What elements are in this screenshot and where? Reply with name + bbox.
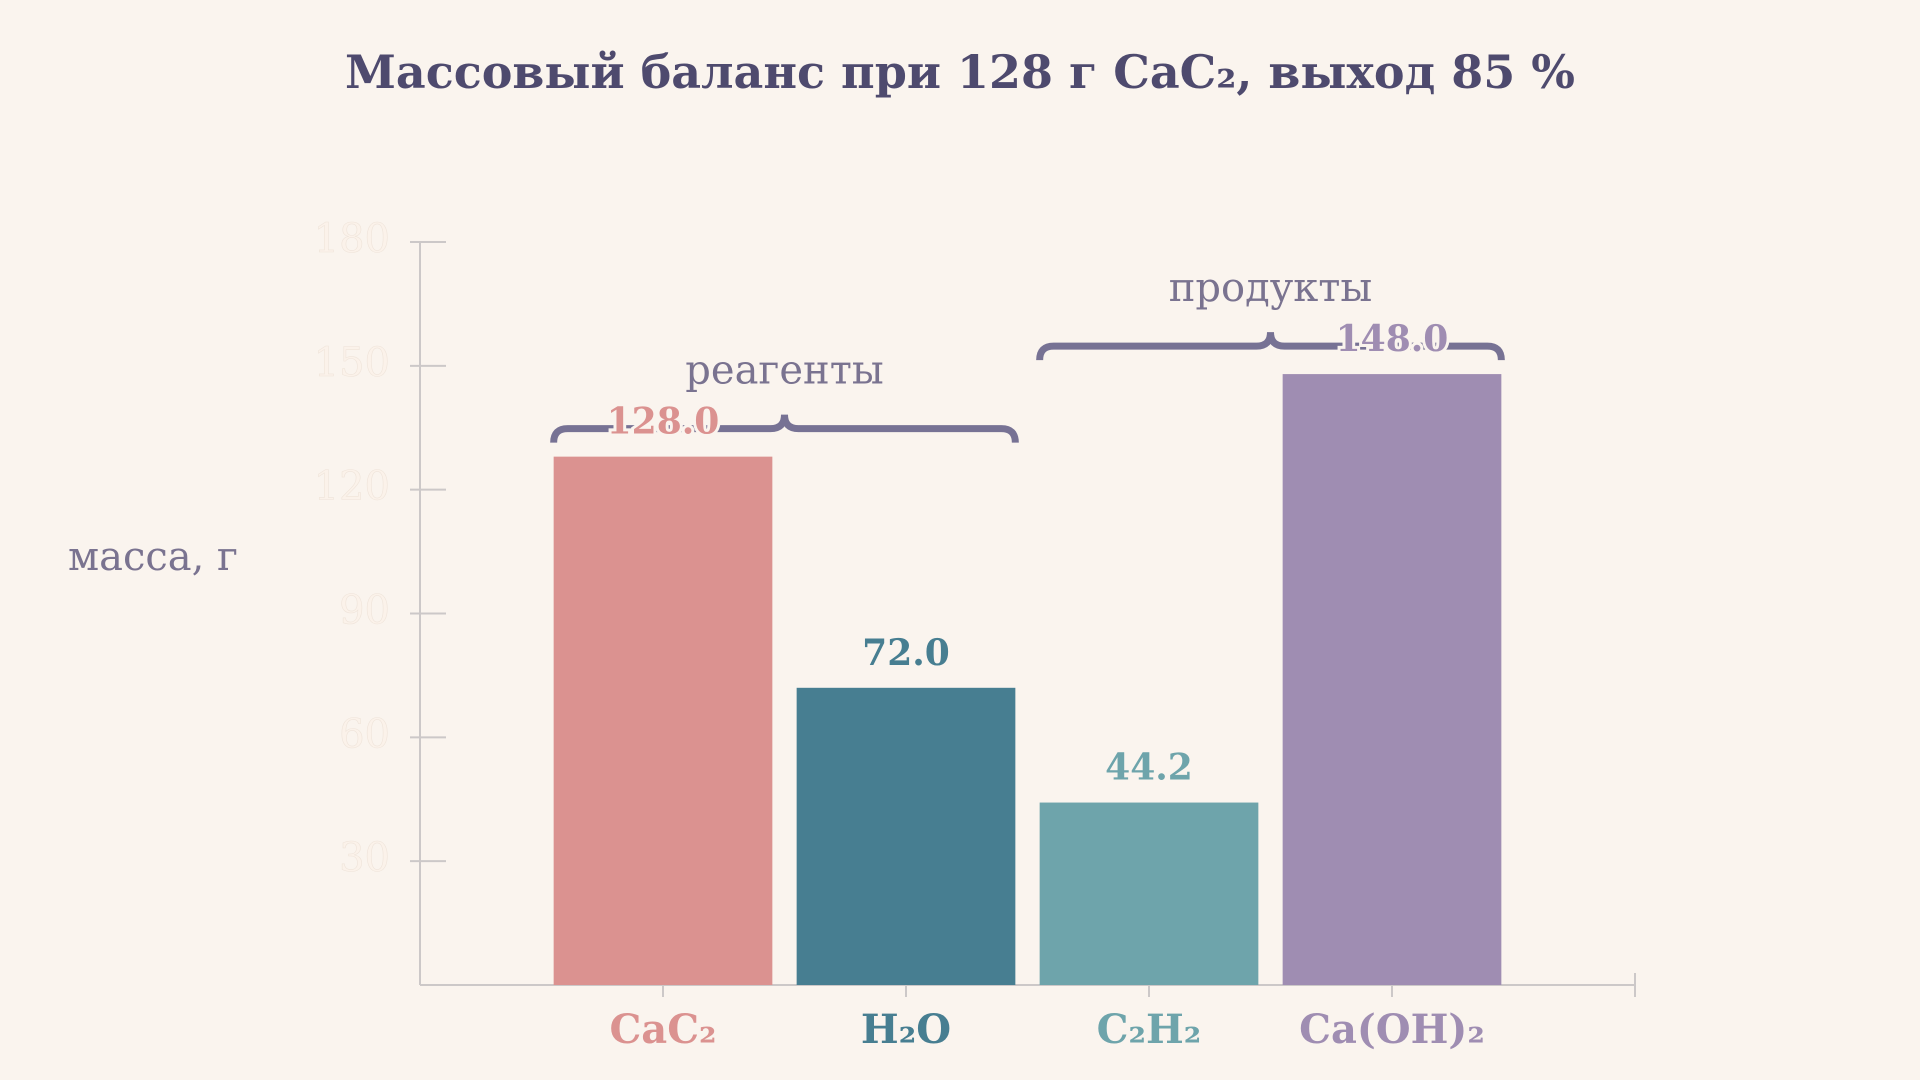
y-tick-label: 90 xyxy=(339,588,390,634)
x-tick-label: CaC₂ xyxy=(609,1006,716,1053)
value-label: 72.0 xyxy=(862,632,950,674)
x-tick-label: C₂H₂ xyxy=(1097,1006,1202,1053)
bar xyxy=(796,687,1016,985)
y-tick-label: 30 xyxy=(339,835,390,881)
x-tick-label: H₂O xyxy=(861,1006,951,1053)
chart-title: Массовый баланс при 128 г CaC₂, выход 85… xyxy=(345,45,1575,99)
y-tick-label: 60 xyxy=(339,711,390,757)
group-annotation: реагенты xyxy=(685,348,883,394)
bar xyxy=(1039,802,1259,985)
y-tick-label: 120 xyxy=(314,464,390,510)
y-tick-label: 150 xyxy=(314,340,390,386)
x-tick-label: Ca(OH)₂ xyxy=(1299,1006,1485,1053)
bar xyxy=(1282,374,1502,986)
value-label: 44.2 xyxy=(1105,747,1193,789)
y-tick-label: 180 xyxy=(314,216,390,262)
value-label: 148.0 xyxy=(1336,318,1449,360)
bar xyxy=(553,456,773,986)
value-label: 128.0 xyxy=(607,401,720,443)
y-axis-label: масса, г xyxy=(68,534,238,580)
group-brace xyxy=(1036,331,1505,361)
group-annotation: продукты xyxy=(1169,265,1372,311)
